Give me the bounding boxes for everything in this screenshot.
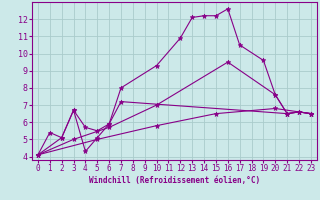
X-axis label: Windchill (Refroidissement éolien,°C): Windchill (Refroidissement éolien,°C) [89,176,260,185]
